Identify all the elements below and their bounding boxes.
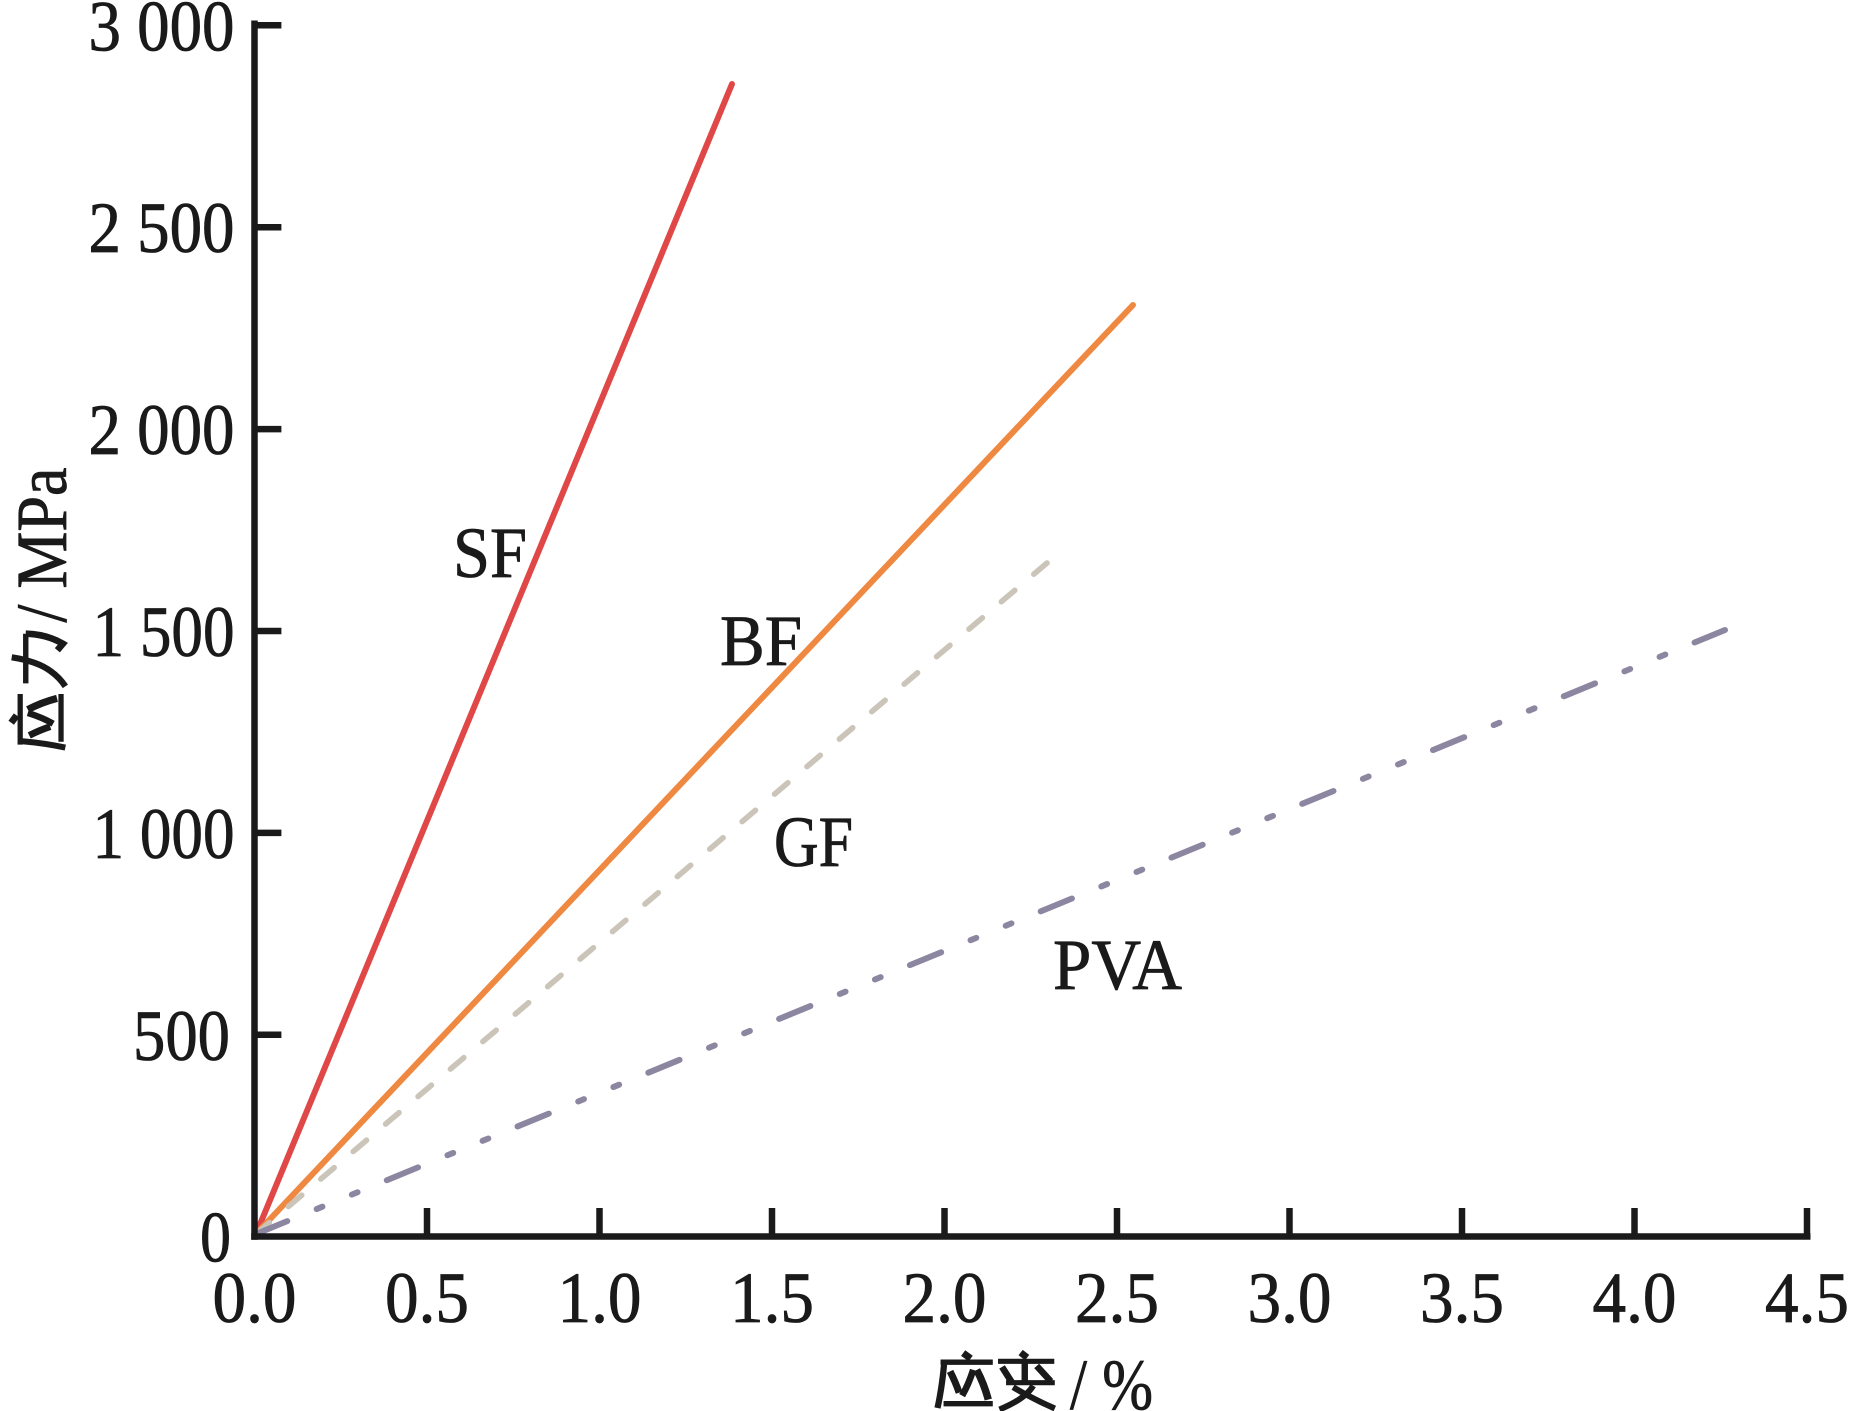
svg-text:2 000: 2 000	[89, 390, 235, 470]
svg-text:1.5: 1.5	[730, 1258, 814, 1338]
svg-text:2.5: 2.5	[1075, 1258, 1159, 1338]
svg-text:PVA: PVA	[1053, 925, 1182, 1005]
svg-text:0.5: 0.5	[385, 1258, 469, 1338]
svg-text:2.0: 2.0	[903, 1258, 987, 1338]
svg-text:4.5: 4.5	[1765, 1258, 1849, 1338]
svg-text:500: 500	[133, 996, 230, 1076]
svg-text:/ %: / %	[1070, 1345, 1153, 1411]
svg-text:2 500: 2 500	[89, 188, 235, 268]
svg-text:SF: SF	[453, 513, 527, 593]
svg-text:4.0: 4.0	[1593, 1258, 1677, 1338]
svg-text:/ MPa: / MPa	[2, 468, 82, 623]
svg-text:1 000: 1 000	[93, 794, 235, 874]
svg-text:BF: BF	[720, 601, 802, 681]
svg-text:0.0: 0.0	[213, 1258, 297, 1338]
svg-text:3.0: 3.0	[1248, 1258, 1332, 1338]
svg-text:0: 0	[200, 1198, 231, 1278]
svg-text:3.5: 3.5	[1420, 1258, 1504, 1338]
svg-text:3 000: 3 000	[89, 0, 235, 66]
svg-text:1 500: 1 500	[93, 592, 235, 672]
svg-text:1.0: 1.0	[558, 1258, 642, 1338]
svg-text:GF: GF	[774, 802, 853, 882]
